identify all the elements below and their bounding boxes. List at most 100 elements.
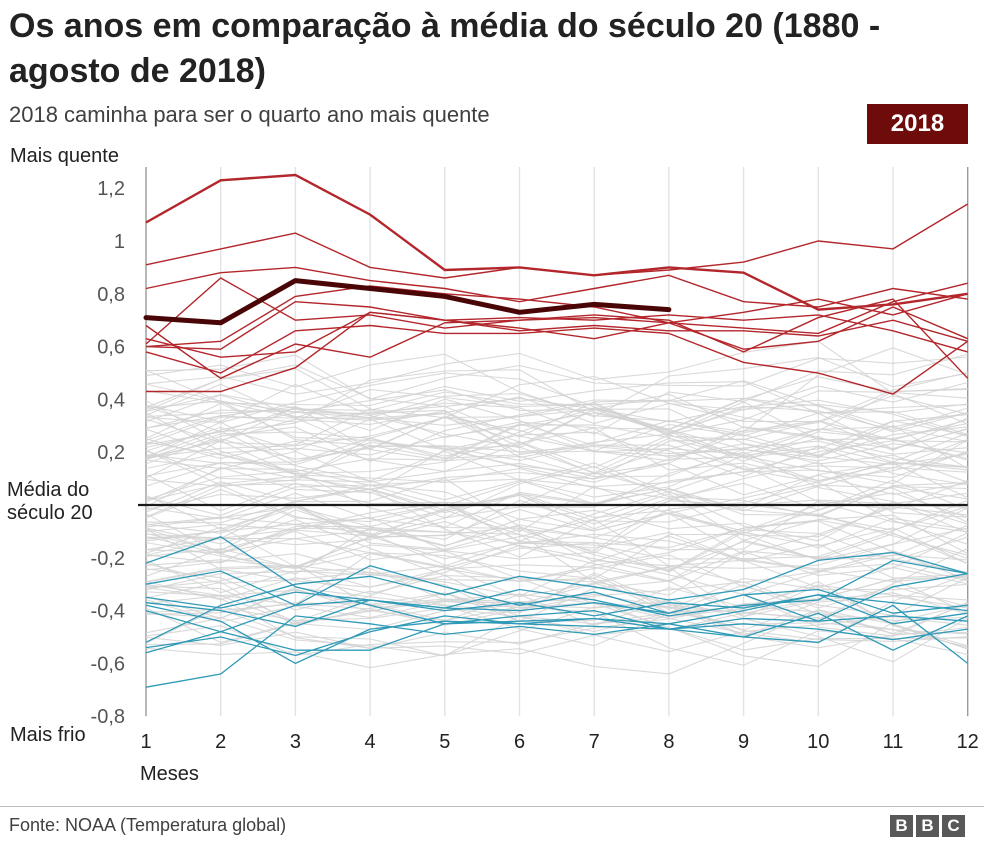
colder-label: Mais frio <box>10 724 86 746</box>
y-tick-label: 0,8 <box>97 284 125 306</box>
warm-year-line-9 <box>145 298 969 380</box>
x-axis-label: Meses <box>140 763 199 785</box>
legend-2018-badge: 2018 <box>867 104 968 144</box>
y-tick-label: 0,2 <box>97 442 125 464</box>
historical-year-line <box>145 580 968 647</box>
historical-year-line <box>145 554 968 616</box>
historical-year-line <box>145 567 968 668</box>
x-tick-label: 9 <box>738 731 749 753</box>
x-tick-label: 8 <box>663 731 674 753</box>
historical-year-line <box>145 432 968 483</box>
x-tick-label: 6 <box>514 731 525 753</box>
y-tick-label: 0,4 <box>97 389 125 411</box>
historical-year-line <box>145 353 968 418</box>
chart-title: Os anos em comparação à média do século … <box>9 7 881 90</box>
highlight-2018-line <box>143 278 672 326</box>
warm-year-line-2 <box>145 203 969 279</box>
chart-subtitle: 2018 caminha para ser o quarto ano mais … <box>9 102 490 127</box>
baseline-label-line-1: Média do <box>7 479 90 501</box>
historical-year-line <box>145 516 968 583</box>
y-tick-label: -0,6 <box>91 653 125 675</box>
warm-year-line-3 <box>145 266 968 308</box>
x-axis-ticks: 1 2 3 4 5 6 7 8 9 10 11 12 <box>140 731 978 753</box>
historical-year-line <box>145 354 968 400</box>
cold-year-line-10 <box>145 551 968 643</box>
x-tick-label: 7 <box>589 731 600 753</box>
historical-year-line <box>145 533 968 583</box>
highlight-2018-layer <box>143 278 672 326</box>
historical-year-line <box>145 470 968 528</box>
y-tick-label: 1 <box>114 231 125 253</box>
cold-year-line-4 <box>145 615 968 657</box>
cold-year-line-2 <box>145 565 968 622</box>
historical-year-line <box>145 494 968 572</box>
source-note: Fonte: NOAA (Temperatura global) <box>9 815 287 835</box>
y-tick-label: 0,6 <box>97 337 125 359</box>
warm-year-line-6 <box>145 311 968 358</box>
footer-divider <box>0 806 984 807</box>
x-tick-label: 12 <box>957 731 979 753</box>
historical-year-line <box>145 487 968 552</box>
historical-year-line <box>145 477 968 554</box>
logo-letter-2: B <box>916 815 939 837</box>
y-tick-label: -0,8 <box>91 706 125 728</box>
historical-year-line <box>145 416 968 478</box>
x-tick-label: 2 <box>215 731 226 753</box>
warmer-label: Mais quente <box>10 145 119 167</box>
baseline-label-line-2: século 20 <box>7 502 93 524</box>
historical-year-line <box>145 605 968 657</box>
historical-year-line <box>145 383 968 436</box>
historical-year-line <box>145 438 968 487</box>
historical-years-lines <box>145 340 968 675</box>
historical-year-line <box>145 527 968 583</box>
historical-year-line <box>145 509 968 553</box>
historical-year-line <box>145 485 968 534</box>
historical-year-line <box>145 481 968 545</box>
historical-year-line <box>145 401 968 460</box>
bbc-logo: B B C <box>890 815 965 837</box>
y-tick-label: 1,2 <box>97 178 125 200</box>
cold-year-line-7 <box>145 604 968 665</box>
historical-year-line <box>145 531 968 589</box>
cold-years-lines <box>145 535 969 688</box>
warm-year-line-7 <box>145 324 969 395</box>
historical-year-line <box>145 451 968 525</box>
historical-year-line <box>145 568 968 637</box>
historical-year-line <box>145 466 968 513</box>
historical-year-line <box>145 353 968 435</box>
historical-year-line <box>145 399 968 451</box>
cold-year-line-6 <box>145 594 968 654</box>
historical-year-line <box>145 520 968 606</box>
historical-year-line <box>145 431 968 494</box>
cold-year-line-1 <box>145 535 968 651</box>
historical-year-line <box>145 397 968 465</box>
historical-year-line <box>145 440 968 505</box>
historical-year-line <box>145 381 968 414</box>
cold-year-line-3 <box>145 594 968 628</box>
historical-year-line <box>145 574 968 613</box>
historical-year-line <box>145 369 968 433</box>
historical-year-line <box>145 430 968 499</box>
x-tick-label: 1 <box>140 731 151 753</box>
y-axis-ticks: -0,8 -0,6 -0,4 -0,2 0,2 0,4 0,6 0,8 1 1,2 <box>91 178 125 728</box>
historical-year-line <box>145 412 968 461</box>
historical-year-line <box>145 408 968 459</box>
historical-year-line <box>145 516 968 584</box>
historical-year-line <box>145 340 968 425</box>
historical-year-line <box>145 387 968 441</box>
historical-year-line <box>145 559 968 597</box>
cold-year-line-5 <box>145 604 969 688</box>
cold-year-line-9 <box>145 588 968 633</box>
historical-year-line <box>145 484 968 532</box>
historical-year-line <box>145 364 968 431</box>
warm-year-line-4 <box>145 285 968 348</box>
x-tick-label: 3 <box>290 731 301 753</box>
logo-letter-3: C <box>942 815 965 837</box>
historical-year-line <box>145 437 968 483</box>
warm-year-line-1 <box>145 173 968 311</box>
warm-year-line-10 <box>145 300 968 353</box>
warm-years-lines <box>145 173 969 395</box>
historical-year-line <box>145 530 968 620</box>
logo-letter-1: B <box>890 815 913 837</box>
